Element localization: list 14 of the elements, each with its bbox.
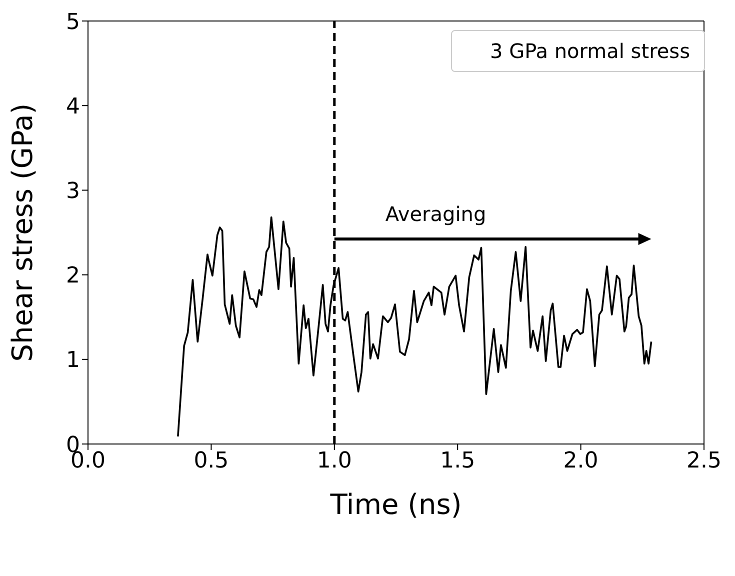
y-tick-label: 2 <box>66 264 80 289</box>
y-axis-title: Shear stress (GPa) <box>6 103 39 362</box>
x-tick-label: 1.5 <box>440 448 476 474</box>
x-axis-title: Time (ns) <box>329 488 462 521</box>
y-tick-label: 1 <box>66 348 80 374</box>
text: 3 GPa normal stress <box>490 39 690 63</box>
x-tick-label: 2.0 <box>563 448 598 474</box>
y-tick-label: 5 <box>66 10 80 35</box>
y-tick-label: 3 <box>66 179 80 204</box>
x-tick-label: 0.5 <box>194 448 229 474</box>
y-tick-label: 4 <box>66 94 80 120</box>
x-tick-label: 1.0 <box>316 448 352 474</box>
x-tick-label: 2.5 <box>686 448 722 474</box>
annotation: Averaging <box>385 202 486 226</box>
